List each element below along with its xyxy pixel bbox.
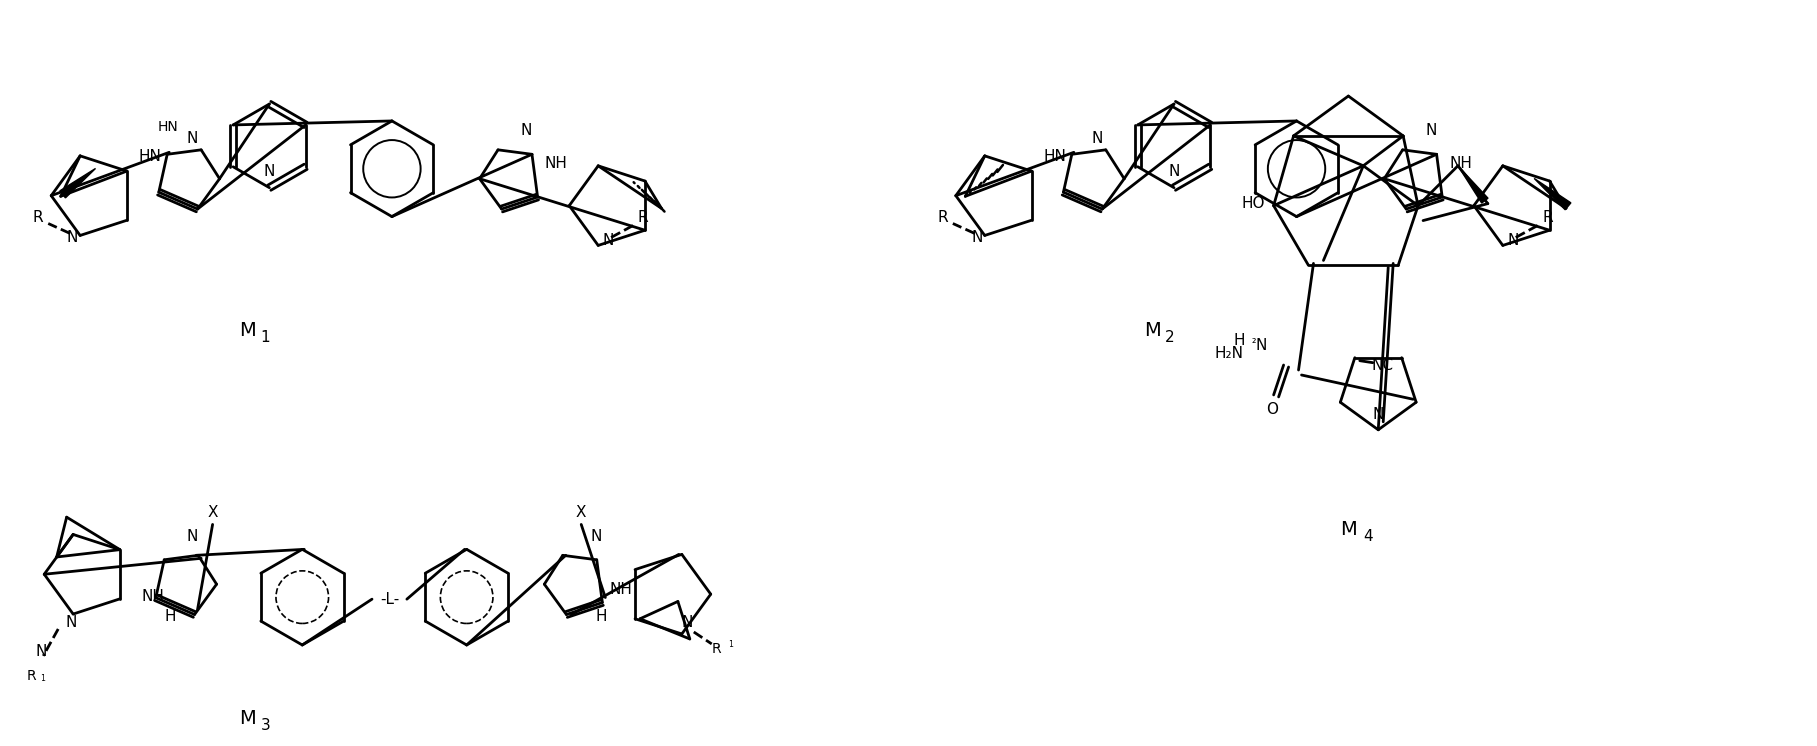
Text: H: H xyxy=(1234,333,1245,348)
Text: M: M xyxy=(1339,520,1357,539)
Text: R: R xyxy=(938,210,948,225)
Text: 2: 2 xyxy=(1165,330,1176,345)
Text: N: N xyxy=(263,164,274,179)
Text: 1: 1 xyxy=(260,330,271,345)
Text: H: H xyxy=(596,609,607,624)
Text: N: N xyxy=(1372,407,1385,422)
Text: N: N xyxy=(1256,338,1268,353)
Text: R: R xyxy=(638,210,649,225)
Text: $_1$: $_1$ xyxy=(40,673,47,685)
Polygon shape xyxy=(60,169,96,198)
Polygon shape xyxy=(1457,166,1488,203)
Text: N: N xyxy=(521,123,532,139)
Text: 3: 3 xyxy=(260,718,271,733)
Text: N: N xyxy=(681,615,692,630)
Text: HO: HO xyxy=(1243,196,1265,211)
Text: N: N xyxy=(970,230,983,245)
Text: NH: NH xyxy=(1450,156,1472,172)
Text: H₂N: H₂N xyxy=(1214,345,1243,360)
Text: N: N xyxy=(1168,164,1179,179)
Text: N: N xyxy=(67,230,78,245)
Text: HN: HN xyxy=(158,120,178,134)
Text: N: N xyxy=(603,233,614,248)
Text: R: R xyxy=(1543,210,1554,225)
Text: R: R xyxy=(712,642,721,656)
Text: N: N xyxy=(1506,233,1519,248)
Text: NC: NC xyxy=(1372,358,1394,373)
Text: N: N xyxy=(187,131,198,146)
Text: M: M xyxy=(240,321,256,339)
Text: M: M xyxy=(240,709,256,728)
Text: X: X xyxy=(576,505,587,520)
Text: HN: HN xyxy=(138,149,162,164)
Text: N: N xyxy=(187,529,198,544)
Text: N: N xyxy=(1425,123,1437,139)
Polygon shape xyxy=(1534,178,1572,210)
Text: NH: NH xyxy=(611,582,632,597)
Text: $_1$: $_1$ xyxy=(727,639,734,651)
Text: M: M xyxy=(1143,321,1161,339)
Text: N: N xyxy=(65,615,76,630)
Text: NH: NH xyxy=(142,589,164,604)
Text: N: N xyxy=(591,529,601,544)
Text: 4: 4 xyxy=(1363,529,1374,544)
Text: N: N xyxy=(36,645,47,659)
Text: O: O xyxy=(1266,402,1277,417)
Text: -L-: -L- xyxy=(380,592,400,606)
Text: R: R xyxy=(33,210,44,225)
Text: N: N xyxy=(1092,131,1103,146)
Text: R: R xyxy=(27,669,36,683)
Text: HN: HN xyxy=(1043,149,1067,164)
Text: ₂: ₂ xyxy=(1252,335,1256,345)
Text: X: X xyxy=(207,505,218,520)
Text: H: H xyxy=(164,609,176,624)
Text: NH: NH xyxy=(545,156,567,172)
